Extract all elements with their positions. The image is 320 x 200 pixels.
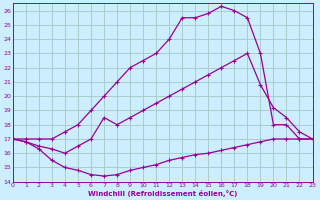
X-axis label: Windchill (Refroidissement éolien,°C): Windchill (Refroidissement éolien,°C)	[88, 190, 237, 197]
